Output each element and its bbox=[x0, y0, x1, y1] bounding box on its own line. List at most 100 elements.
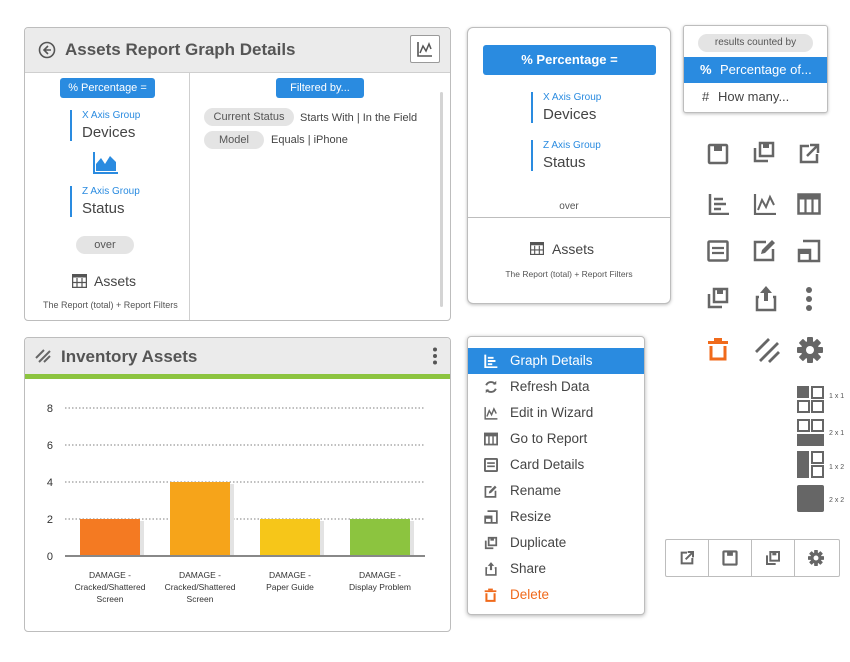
option-percentage[interactable]: % Percentage of... bbox=[684, 57, 827, 83]
x-tick-label: DAMAGE - bbox=[179, 570, 221, 580]
menu-label: Graph Details bbox=[510, 353, 593, 368]
x-tick-label: DAMAGE - bbox=[89, 570, 131, 580]
menu-item-rename[interactable]: Rename bbox=[468, 478, 644, 504]
menu-item-card-details[interactable]: Card Details bbox=[468, 452, 644, 478]
inventory-accent-bar bbox=[25, 374, 450, 379]
hash-symbol: # bbox=[702, 89, 710, 104]
menu-item-edit-in-wizard[interactable]: Edit in Wizard bbox=[468, 400, 644, 426]
refresh-icon bbox=[485, 380, 497, 394]
external-link-icon[interactable] bbox=[797, 142, 821, 166]
x-tick-label: DAMAGE - bbox=[359, 570, 401, 580]
option-how-many-label: How many... bbox=[718, 89, 790, 104]
percentage-selector[interactable]: % Percentage = bbox=[60, 78, 155, 98]
graph-details-icon bbox=[484, 354, 498, 368]
open-external-button[interactable] bbox=[666, 540, 709, 576]
z-axis-group[interactable]: Z Axis Group Status bbox=[70, 186, 140, 217]
size-2x2-icon[interactable] bbox=[797, 485, 824, 512]
area-chart-icon bbox=[93, 152, 118, 174]
report-table-icon bbox=[484, 432, 498, 446]
share-icon[interactable] bbox=[755, 284, 777, 312]
size-2x1-icon[interactable] bbox=[797, 419, 824, 446]
filter-condition-model: Equals | iPhone bbox=[271, 134, 348, 146]
graph-details-icon[interactable] bbox=[708, 193, 730, 215]
line-chart-icon bbox=[417, 42, 432, 57]
menu-label: Rename bbox=[510, 483, 562, 498]
mini-z-axis-value: Status bbox=[543, 154, 586, 171]
x-tick-label: Display Problem bbox=[349, 582, 411, 592]
resize-icon bbox=[484, 510, 498, 524]
option-how-many[interactable]: # How many... bbox=[684, 84, 827, 110]
report-table-icon[interactable] bbox=[797, 193, 821, 215]
x-tick-label: Paper Guide bbox=[266, 582, 314, 592]
external-link-icon bbox=[680, 551, 694, 565]
back-icon[interactable] bbox=[38, 41, 56, 59]
menu-label: Go to Report bbox=[510, 431, 588, 446]
x-tick-label: Screen bbox=[97, 594, 124, 604]
mini-percentage-selector[interactable]: % Percentage = bbox=[483, 45, 656, 75]
menu-item-go-to-report[interactable]: Go to Report bbox=[468, 426, 644, 452]
filter-field-model[interactable]: Model bbox=[204, 131, 264, 149]
save-icon[interactable] bbox=[707, 143, 729, 165]
filter-condition-current-status: Starts With | In the Field bbox=[300, 112, 418, 124]
resize-icon[interactable] bbox=[797, 239, 821, 263]
results-dropdown: results counted by % Percentage of... # … bbox=[683, 25, 828, 113]
mini-z-axis-group[interactable]: Z Axis Group Status bbox=[531, 140, 601, 171]
stripes-icon[interactable] bbox=[754, 337, 780, 363]
mini-x-axis-value: Devices bbox=[543, 106, 597, 123]
percent-symbol: % bbox=[700, 62, 712, 77]
size-1x1-icon[interactable] bbox=[797, 386, 824, 413]
inventory-chart: 0 2 4 6 8 DAMAGE - Cracked/Shattered Screen DAMA… bbox=[47, 403, 425, 604]
y-tick-label: 4 bbox=[47, 477, 53, 489]
chart-type-button[interactable] bbox=[410, 35, 440, 63]
settings-gear-icon[interactable] bbox=[797, 337, 823, 363]
scrollbar[interactable] bbox=[440, 92, 443, 307]
assets-label: Assets bbox=[94, 273, 137, 289]
size-1x2-icon[interactable] bbox=[797, 451, 824, 478]
menu-label: Refresh Data bbox=[510, 379, 590, 394]
mini-x-axis-label: X Axis Group bbox=[543, 92, 602, 103]
wizard-chart-icon bbox=[484, 407, 498, 420]
assets-report-header: Assets Report Graph Details bbox=[25, 28, 450, 73]
delete-icon[interactable] bbox=[707, 337, 729, 361]
menu-label: Resize bbox=[510, 509, 552, 524]
more-options-icon[interactable] bbox=[432, 347, 438, 365]
report-footnote: The Report (total) + Report Filters bbox=[43, 300, 178, 310]
menu-item-share[interactable]: Share bbox=[468, 556, 644, 582]
settings-button[interactable] bbox=[795, 540, 838, 576]
filter-field-current-status[interactable]: Current Status bbox=[204, 108, 294, 126]
mini-table-icon bbox=[530, 242, 544, 255]
x-tick-label: Screen bbox=[187, 594, 214, 604]
duplicate-icon[interactable] bbox=[706, 286, 730, 310]
save-icon bbox=[722, 550, 738, 566]
card-details-icon bbox=[484, 458, 498, 472]
menu-item-refresh-data[interactable]: Refresh Data bbox=[468, 374, 644, 400]
filtered-by-button[interactable]: Filtered by... bbox=[276, 78, 364, 98]
size-2x1-label: 2 x 1 bbox=[829, 430, 845, 437]
rename-icon[interactable] bbox=[753, 237, 777, 262]
x-axis-group[interactable]: X Axis Group Devices bbox=[70, 110, 140, 141]
menu-label: Share bbox=[510, 561, 547, 576]
wizard-chart-icon[interactable] bbox=[753, 193, 777, 215]
mini-z-axis-label: Z Axis Group bbox=[543, 140, 601, 151]
save-button[interactable] bbox=[709, 540, 752, 576]
menu-item-resize[interactable]: Resize bbox=[468, 504, 644, 530]
inventory-assets-panel: Inventory Assets 0 2 4 6 8 DAMAGE - Cracked/Sh… bbox=[24, 337, 451, 632]
column-divider bbox=[189, 73, 190, 320]
menu-label: Card Details bbox=[510, 457, 585, 472]
menu-item-graph-details[interactable]: Graph Details bbox=[468, 348, 644, 374]
more-vertical-icon[interactable] bbox=[805, 286, 813, 312]
copy-icon[interactable] bbox=[752, 140, 776, 164]
menu-item-delete[interactable]: Delete bbox=[468, 582, 644, 608]
mini-details-panel: % Percentage = X Axis Group Devices Z Ax… bbox=[467, 27, 671, 304]
x-tick-label: Cracked/Shattered bbox=[165, 582, 236, 592]
menu-item-duplicate[interactable]: Duplicate bbox=[468, 530, 644, 556]
y-tick-label: 2 bbox=[47, 514, 53, 526]
size-2x2-label: 2 x 2 bbox=[829, 497, 845, 504]
mini-footnote: The Report (total) + Report Filters bbox=[505, 269, 633, 279]
copy-button[interactable] bbox=[752, 540, 795, 576]
assets-report-panel: Assets Report Graph Details % Percentage… bbox=[24, 27, 451, 321]
size-1x1-label: 1 x 1 bbox=[829, 393, 845, 400]
card-details-icon[interactable] bbox=[707, 240, 729, 262]
z-axis-value: Status bbox=[82, 200, 125, 217]
mini-x-axis-group[interactable]: X Axis Group Devices bbox=[531, 92, 601, 123]
